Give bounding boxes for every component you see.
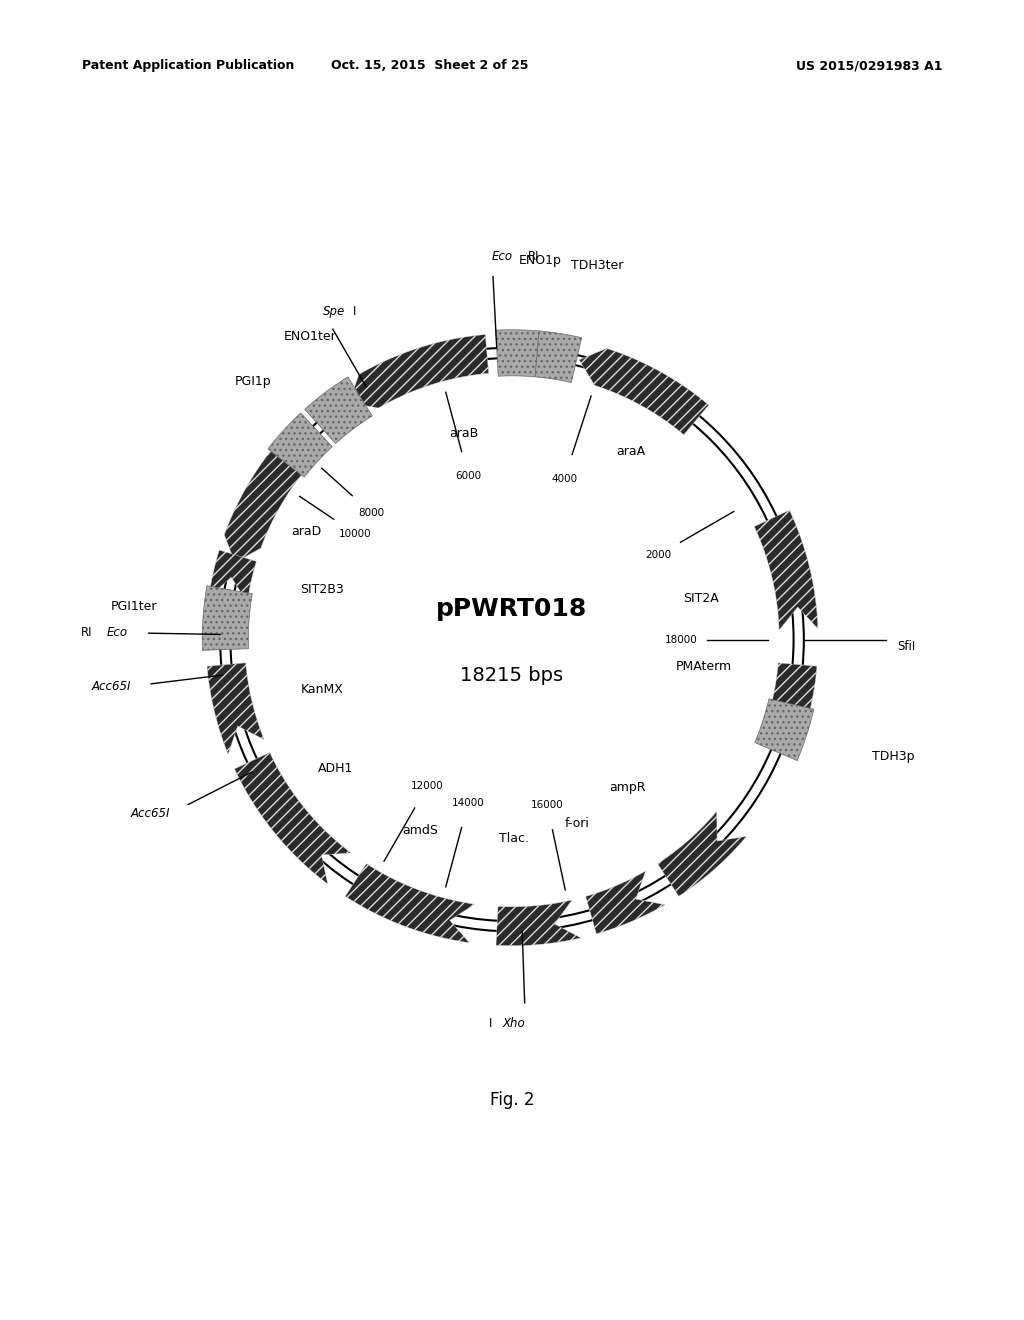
Text: I: I [353, 305, 356, 318]
Text: Acc65I: Acc65I [91, 680, 131, 693]
Text: 18215 bps: 18215 bps [461, 665, 563, 685]
Text: I: I [489, 1016, 493, 1030]
Text: TDH3ter: TDH3ter [571, 259, 624, 272]
Polygon shape [535, 331, 582, 383]
Text: PMAterm: PMAterm [676, 660, 732, 673]
Polygon shape [657, 812, 746, 896]
Text: PGI1p: PGI1p [234, 375, 271, 388]
Polygon shape [496, 330, 539, 376]
Text: RI: RI [527, 249, 540, 263]
Text: US 2015/0291983 A1: US 2015/0291983 A1 [796, 59, 942, 73]
Text: Patent Application Publication: Patent Application Publication [82, 59, 294, 73]
Text: 12000: 12000 [412, 781, 443, 791]
Polygon shape [755, 698, 814, 760]
Polygon shape [586, 871, 666, 933]
Text: 2000: 2000 [645, 550, 672, 560]
Text: KanMX: KanMX [301, 684, 344, 696]
Text: 18000: 18000 [665, 635, 697, 644]
Polygon shape [203, 586, 252, 651]
Polygon shape [755, 510, 818, 630]
Text: RI: RI [81, 626, 92, 639]
Text: 14000: 14000 [452, 797, 484, 808]
Text: Xho: Xho [503, 1016, 525, 1030]
Text: ENO1p: ENO1p [518, 255, 561, 267]
Text: Spe: Spe [323, 305, 345, 318]
Text: SfiI: SfiI [897, 639, 915, 652]
Text: 8000: 8000 [358, 508, 384, 517]
Text: amdS: amdS [402, 824, 438, 837]
Polygon shape [268, 413, 332, 478]
Polygon shape [580, 348, 709, 434]
Text: araA: araA [616, 445, 645, 458]
Text: ENO1ter: ENO1ter [284, 330, 337, 343]
Text: SIT2A: SIT2A [683, 593, 719, 606]
Text: Oct. 15, 2015  Sheet 2 of 25: Oct. 15, 2015 Sheet 2 of 25 [332, 59, 528, 73]
Polygon shape [345, 863, 475, 942]
Text: ampR: ampR [609, 781, 645, 795]
Text: SIT2B3: SIT2B3 [301, 582, 344, 595]
Polygon shape [496, 900, 581, 945]
Text: 16000: 16000 [530, 800, 563, 809]
Polygon shape [349, 334, 488, 408]
Text: Acc65I: Acc65I [130, 808, 170, 820]
Text: Eco: Eco [492, 249, 513, 263]
Text: araD: araD [291, 525, 322, 539]
Polygon shape [209, 550, 256, 602]
Text: araB: araB [450, 428, 478, 441]
Text: TDH3p: TDH3p [872, 750, 914, 763]
Polygon shape [224, 451, 301, 562]
Text: f-ori: f-ori [565, 817, 590, 830]
Text: 6000: 6000 [456, 471, 481, 482]
Text: pPWRT018: pPWRT018 [436, 597, 588, 620]
Text: ADH1: ADH1 [317, 762, 353, 775]
Text: Fig. 2: Fig. 2 [489, 1092, 535, 1109]
Polygon shape [770, 663, 817, 735]
Polygon shape [305, 376, 373, 444]
Text: Tlac.: Tlac. [500, 832, 529, 845]
Text: 4000: 4000 [551, 474, 578, 484]
Text: PGI1ter: PGI1ter [111, 601, 158, 612]
Text: Eco: Eco [106, 626, 128, 639]
Polygon shape [207, 663, 264, 754]
Text: 10000: 10000 [339, 528, 372, 539]
Polygon shape [234, 752, 351, 884]
